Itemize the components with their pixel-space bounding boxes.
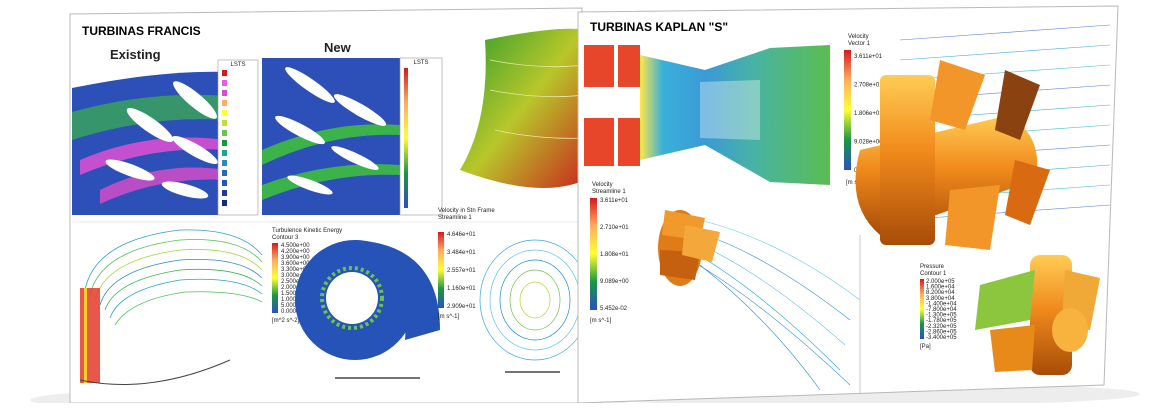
pressure-legend-value: -3.400e+05 xyxy=(926,335,957,341)
vel-legend-title: Velocity in Stn Frame xyxy=(438,208,495,214)
pressure-legend-title: Pressure xyxy=(920,264,945,270)
legend-title-new: LSTS xyxy=(413,60,428,66)
right-slide: Velocity Vector 1 3.611e+01 2.708e+01 1.80… xyxy=(577,5,1119,404)
vel-legend-unit: [m s^-1] xyxy=(438,314,459,320)
vel-legend-value: 1.160e+01 xyxy=(447,286,476,292)
vec-legend-value: 3.611e+01 xyxy=(854,54,883,60)
left-slide-title: TURBINAS FRANCIS xyxy=(82,24,201,38)
stream-legend-value: 5.452e-02 xyxy=(600,306,628,312)
stream-legend-title: Velocity xyxy=(592,182,613,188)
legend-title-existing: LSTS xyxy=(230,62,245,68)
pressure-legend-value: -2.320e+05 xyxy=(926,324,957,330)
tke-legend-value: 5.000e-01 xyxy=(281,303,309,309)
tke-legend-value: 2.500e+00 xyxy=(281,279,310,285)
tke-legend-value: 4.200e+00 xyxy=(281,249,310,255)
pressure-legend-subtitle: Contour 1 xyxy=(920,271,947,277)
vec-legend-subtitle: Vector 1 xyxy=(848,41,871,47)
new-label: New xyxy=(324,40,352,55)
tke-legend-value: 2.000e+00 xyxy=(281,285,310,291)
tke-legend-value: 3.000e+00 xyxy=(281,273,310,279)
pressure-legend-value: -1.400e+04 xyxy=(926,301,957,307)
pressure-legend-value: -1.300e+05 xyxy=(926,313,957,319)
pressure-legend-value: -1.780e+05 xyxy=(926,318,957,324)
pressure-legend-value: 8.200e+04 xyxy=(926,290,955,296)
vel-legend-value: 2.909e+01 xyxy=(447,304,476,310)
stream-legend-subtitle: Streamline 1 xyxy=(592,189,626,195)
pressure-legend-value: 2.000e+05 xyxy=(926,279,955,285)
stream-legend-value: 1.808e+01 xyxy=(600,252,629,258)
existing-label: Existing xyxy=(110,47,161,62)
stream-legend-value: 2.710e+01 xyxy=(600,225,629,231)
tke-legend-value: 4.500e+00 xyxy=(281,243,310,249)
tke-legend-subtitle: Contour 3 xyxy=(272,235,299,241)
tke-legend-value: 3.300e+00 xyxy=(281,267,310,273)
tke-legend-title: Turbulence Kinetic Energy xyxy=(272,228,342,234)
tke-legend-value: 3.900e+00 xyxy=(281,255,310,261)
vec-legend-value: 1.806e+01 xyxy=(854,111,883,117)
tke-legend-value: 0.000e+00 xyxy=(281,309,310,315)
vel-legend-value: 4.646e+01 xyxy=(447,232,476,238)
tke-legend-value: 3.600e+00 xyxy=(281,261,310,267)
vel-legend-subtitle: Streamline 1 xyxy=(438,215,472,221)
pressure-legend-value: 1.600e+04 xyxy=(926,285,955,291)
pressure-legend-unit: [Pa] xyxy=(920,344,931,350)
stream-legend-value: 9.089e+00 xyxy=(600,279,629,285)
left-slide: LSTS LSTS xyxy=(69,7,583,404)
vec-legend-title: Velocity xyxy=(848,34,869,40)
vel-legend-value: 2.557e+01 xyxy=(447,268,476,274)
right-slide-title: TURBINAS KAPLAN "S" xyxy=(590,20,728,34)
stream-legend-value: 3.611e+01 xyxy=(600,198,629,204)
vec-legend-value: 2.708e+01 xyxy=(854,83,883,89)
vec-legend-value: 9.028e+00 xyxy=(854,140,883,146)
pressure-legend-value: -2.860e+05 xyxy=(926,329,957,335)
vel-legend-value: 3.484e+01 xyxy=(447,250,476,256)
pressure-legend-value: -7.800e+04 xyxy=(926,307,957,313)
tke-legend-unit: [m^2 s^-2] xyxy=(272,318,300,324)
pressure-legend-value: 3.800e+04 xyxy=(926,296,955,302)
stream-legend-unit: [m s^-1] xyxy=(590,318,611,324)
